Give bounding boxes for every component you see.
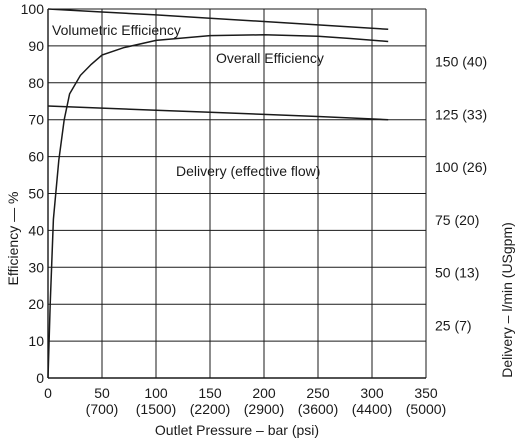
series-label-1: Volumetric Efficiency bbox=[52, 22, 181, 38]
x-tick-label: 350 bbox=[414, 385, 438, 401]
y-tick-label: 80 bbox=[28, 75, 44, 91]
x-axis-title: Outlet Pressure – bar (psi) bbox=[155, 422, 319, 438]
y-tick-label: 70 bbox=[28, 112, 44, 128]
x-tick-label: 250 bbox=[306, 385, 330, 401]
x-tick-label: 100 bbox=[144, 385, 168, 401]
axes bbox=[47, 9, 426, 379]
x-tick-label: 50 bbox=[94, 385, 110, 401]
x-tick-label: 0 bbox=[44, 385, 52, 401]
series-line-2 bbox=[47, 34, 389, 379]
y-tick-label: 30 bbox=[28, 259, 44, 275]
x-tick-sublabel: (3600) bbox=[298, 401, 338, 417]
gridlines bbox=[48, 8, 427, 378]
y-tick-label: 20 bbox=[28, 296, 44, 312]
y2-tick-label: 25 (7) bbox=[435, 317, 472, 333]
y-tick-label: 0 bbox=[36, 370, 44, 386]
y-tick-label: 50 bbox=[28, 186, 44, 202]
y-tick-label: 40 bbox=[28, 222, 44, 238]
y2-tick-label: 100 (26) bbox=[435, 159, 487, 175]
series-line-3 bbox=[47, 105, 389, 121]
series-label-2: Overall Efficiency bbox=[216, 50, 324, 66]
series-curves bbox=[47, 8, 389, 379]
x-tick-label: 150 bbox=[198, 385, 222, 401]
x-tick-sublabel: (2900) bbox=[244, 401, 284, 417]
series-line-1 bbox=[47, 8, 389, 31]
x-tick-sublabel: (2200) bbox=[190, 401, 230, 417]
x-tick-sublabel: (700) bbox=[86, 401, 119, 417]
y2-axis-title: Delivery – l/min (USgpm) bbox=[499, 222, 515, 378]
y-tick-label: 60 bbox=[28, 149, 44, 165]
x-tick-sublabel: (1500) bbox=[136, 401, 176, 417]
y-tick-label: 10 bbox=[28, 333, 44, 349]
y-tick-label: 100 bbox=[21, 1, 45, 17]
x-tick-sublabel: (4400) bbox=[352, 401, 392, 417]
series-label-3: Delivery (effective flow) bbox=[176, 163, 320, 179]
y2-tick-label: 50 (13) bbox=[435, 265, 479, 281]
chart-labels: Volumetric Efficiency Overall Efficiency D… bbox=[5, 22, 515, 438]
x-tick-sublabel: (5000) bbox=[406, 401, 446, 417]
y-axis-title: Efficiency — % bbox=[5, 192, 21, 286]
y2-tick-label: 125 (33) bbox=[435, 106, 487, 122]
x-tick-label: 300 bbox=[360, 385, 384, 401]
y-tick-label: 90 bbox=[28, 38, 44, 54]
y2-tick-label: 150 (40) bbox=[435, 54, 487, 70]
y2-tick-label: 75 (20) bbox=[435, 212, 479, 228]
x-tick-label: 200 bbox=[252, 385, 276, 401]
